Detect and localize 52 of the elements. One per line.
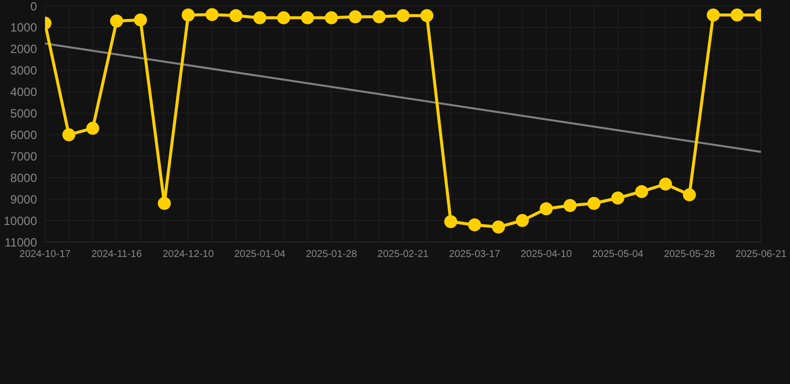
- point: [682, 188, 696, 202]
- point: [348, 10, 362, 24]
- x-tick-label: 2025-04-10: [520, 249, 572, 260]
- point: [182, 8, 195, 22]
- point: [635, 185, 648, 198]
- point: [86, 122, 100, 135]
- y-tick-label: 4000: [10, 85, 38, 100]
- x-tick-label: 2025-05-04: [592, 249, 644, 260]
- y-tick-label: 5000: [10, 106, 38, 121]
- point: [253, 11, 266, 24]
- y-tick-label: 7000: [10, 149, 38, 164]
- point: [564, 199, 577, 212]
- point: [492, 220, 505, 234]
- y-tick-label: 1000: [10, 20, 38, 35]
- point: [110, 14, 124, 28]
- point: [324, 11, 338, 24]
- point: [134, 13, 147, 26]
- point: [540, 202, 553, 216]
- point: [62, 128, 76, 142]
- x-tick-label: 2025-01-04: [234, 249, 286, 260]
- point: [158, 196, 171, 210]
- point: [277, 11, 290, 24]
- y-tick-label: 9000: [10, 192, 38, 206]
- y-tick-label: 11000: [4, 235, 38, 250]
- x-tick-label: 2024-12-10: [162, 249, 214, 260]
- point: [468, 218, 482, 232]
- x-tick-label: 2025-01-28: [306, 249, 358, 260]
- point: [396, 9, 410, 22]
- y-tick-label: 2000: [10, 42, 38, 56]
- point: [587, 196, 600, 210]
- x-tick-label: 2024-10-17: [19, 249, 72, 260]
- x-tick-label: 2025-06-21: [735, 249, 788, 260]
- y-tick-label: 8000: [10, 170, 38, 185]
- point: [730, 8, 744, 22]
- x-tick-label: 2025-02-21: [377, 249, 430, 260]
- y-tick-label: 0: [30, 0, 38, 14]
- x-tick-label: 2025-03-17: [449, 249, 501, 260]
- point: [420, 9, 434, 22]
- x-tick-label: 2025-05-28: [664, 249, 716, 260]
- point: [444, 215, 458, 228]
- point: [659, 178, 672, 191]
- point: [229, 9, 242, 22]
- point: [611, 192, 624, 205]
- point: [706, 8, 720, 22]
- x-tick-label: 2024-11-16: [91, 249, 142, 260]
- y-tick-label: 3000: [10, 64, 38, 78]
- point: [301, 11, 314, 24]
- y-tick-label: 6000: [10, 128, 38, 142]
- point: [372, 10, 386, 24]
- y-tick-label: 10000: [4, 214, 38, 228]
- point: [516, 214, 529, 228]
- point: [206, 8, 219, 22]
